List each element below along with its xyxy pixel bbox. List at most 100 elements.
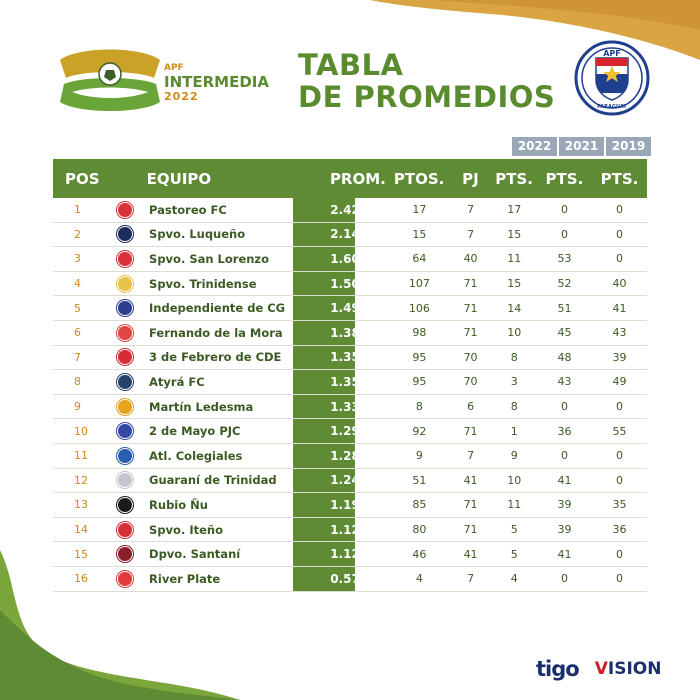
row-pos: 7 [74,350,81,364]
team-badge-icon [117,201,134,218]
row-pts-2021: 48 [557,350,572,364]
table-row: 8 Atyrá FC 1.357 95 70 3 43 49 [53,370,647,395]
row-pos: 12 [74,473,88,487]
season-2022: 2022 [512,137,557,156]
row-pts-2022: 10 [507,326,522,340]
logo-name: INTERMEDIA [164,73,269,91]
row-team: River Plate [149,571,221,586]
row-pos: 10 [74,424,88,438]
row-prom: 1.243 [330,473,369,488]
row-pts-2022: 5 [510,523,518,537]
row-pts-2019: 43 [612,326,627,340]
table-row: 2 Spvo. Luqueño 2.142 15 7 15 0 0 [53,223,647,248]
row-pts-2019: 49 [612,375,627,389]
row-pts-2022: 8 [510,400,518,414]
table-row: 13 Rubio Ñu 1.197 85 71 11 39 35 [53,493,647,518]
sponsors: tigo VISION [536,657,661,681]
row-pos: 16 [74,572,88,586]
row-pj: 71 [463,498,478,512]
row-pts-2021: 53 [557,252,572,266]
row-pts-2019: 41 [612,301,627,315]
row-team: Independiente de CG [149,301,286,316]
row-pj: 71 [463,326,478,340]
table-row: 12 Guaraní de Trinidad 1.243 51 41 10 41 0 [53,469,647,494]
row-pj: 41 [463,547,478,561]
row-pts-2021: 41 [557,473,572,487]
team-badge-icon [117,423,134,440]
row-pos: 6 [74,326,81,340]
row-pj: 70 [463,375,478,389]
team-badge-icon [117,570,134,587]
row-pts-2022: 15 [507,277,522,291]
emblem-top-text: APF [603,49,621,58]
row-pj: 70 [463,350,478,364]
row-pts-2021: 51 [557,301,572,315]
header-pts-2021: PTS. [545,169,584,188]
table-row: 5 Independiente de CG 1.492 106 71 14 51 41 [53,296,647,321]
row-pos: 13 [74,498,88,512]
row-prom: 0.571 [330,571,369,586]
team-badge-icon [117,496,134,513]
row-pos: 2 [74,227,81,241]
table-row: 4 Spvo. Trinidense 1.507 107 71 15 52 40 [53,272,647,297]
apf-emblem-icon: APF PARAGUAY [574,40,650,116]
intermedia-logo: APF INTERMEDIA 2022 [58,46,269,116]
vision-text: ISION [607,659,662,679]
row-pos: 4 [74,277,81,291]
row-pos: 1 [74,203,81,217]
row-pts-2019: 0 [615,449,623,463]
row-pj: 40 [463,252,478,266]
row-prom: 1.126 [330,522,369,537]
averages-table: POS EQUIPO PROM. PTOS. PJ PTS. PTS. PTS.… [53,159,647,592]
row-team: Martín Ledesma [149,399,254,414]
row-ptos: 95 [412,350,427,364]
row-pts-2019: 0 [615,252,623,266]
row-ptos: 4 [415,572,423,586]
row-prom: 1.380 [330,325,369,340]
row-team: 2 de Mayo PJC [149,424,241,439]
row-pos: 11 [74,449,88,463]
prom-column-band [293,198,355,592]
table-row: 6 Fernando de la Mora 1.380 98 71 10 45 43 [53,321,647,346]
table-row: 10 2 de Mayo PJC 1.295 92 71 1 36 55 [53,419,647,444]
row-pts-2022: 11 [507,252,522,266]
row-pj: 71 [463,523,478,537]
row-pts-2022: 1 [510,424,518,438]
season-2021: 2021 [559,137,604,156]
ball-field-icon [60,49,160,111]
row-pts-2021: 39 [557,523,572,537]
row-pts-2021: 39 [557,498,572,512]
row-pts-2019: 36 [612,523,627,537]
row-team: Dpvo. Santaní [149,547,241,562]
row-pts-2019: 0 [615,400,623,414]
row-pts-2021: 43 [557,375,572,389]
table-row: 14 Spvo. Iteño 1.126 80 71 5 39 36 [53,518,647,543]
table-row: 15 Dpvo. Santaní 1.121 46 41 5 41 0 [53,542,647,567]
row-team: Rubio Ñu [149,497,208,512]
row-ptos: 92 [412,424,427,438]
header-pts-2022: PTS. [495,169,533,188]
team-badge-icon [117,546,134,563]
header-prom: PROM. [329,169,386,188]
table-row: 1 Pastoreo FC 2.428 17 7 17 0 0 [53,198,647,223]
row-pj: 41 [463,473,478,487]
row-pos: 5 [74,301,81,315]
row-ptos: 9 [415,449,423,463]
header-ptos: PTOS. [393,169,445,188]
row-ptos: 107 [408,277,430,291]
row-pts-2019: 0 [615,203,623,217]
header-team: EQUIPO [146,169,212,188]
row-team: Fernando de la Mora [149,325,283,340]
row-team: Pastoreo FC [149,202,227,217]
row-ptos: 15 [412,227,427,241]
row-prom: 1.333 [330,399,369,414]
title-line-1: TABLA [298,48,404,82]
team-badge-icon [117,373,134,390]
row-pj: 7 [467,203,475,217]
row-pts-2021: 41 [557,547,572,561]
row-pts-2021: 45 [557,326,572,340]
team-badge-icon [117,300,134,317]
row-prom: 1.285 [330,448,369,463]
row-pts-2021: 36 [557,424,572,438]
row-prom: 1.357 [330,374,369,389]
